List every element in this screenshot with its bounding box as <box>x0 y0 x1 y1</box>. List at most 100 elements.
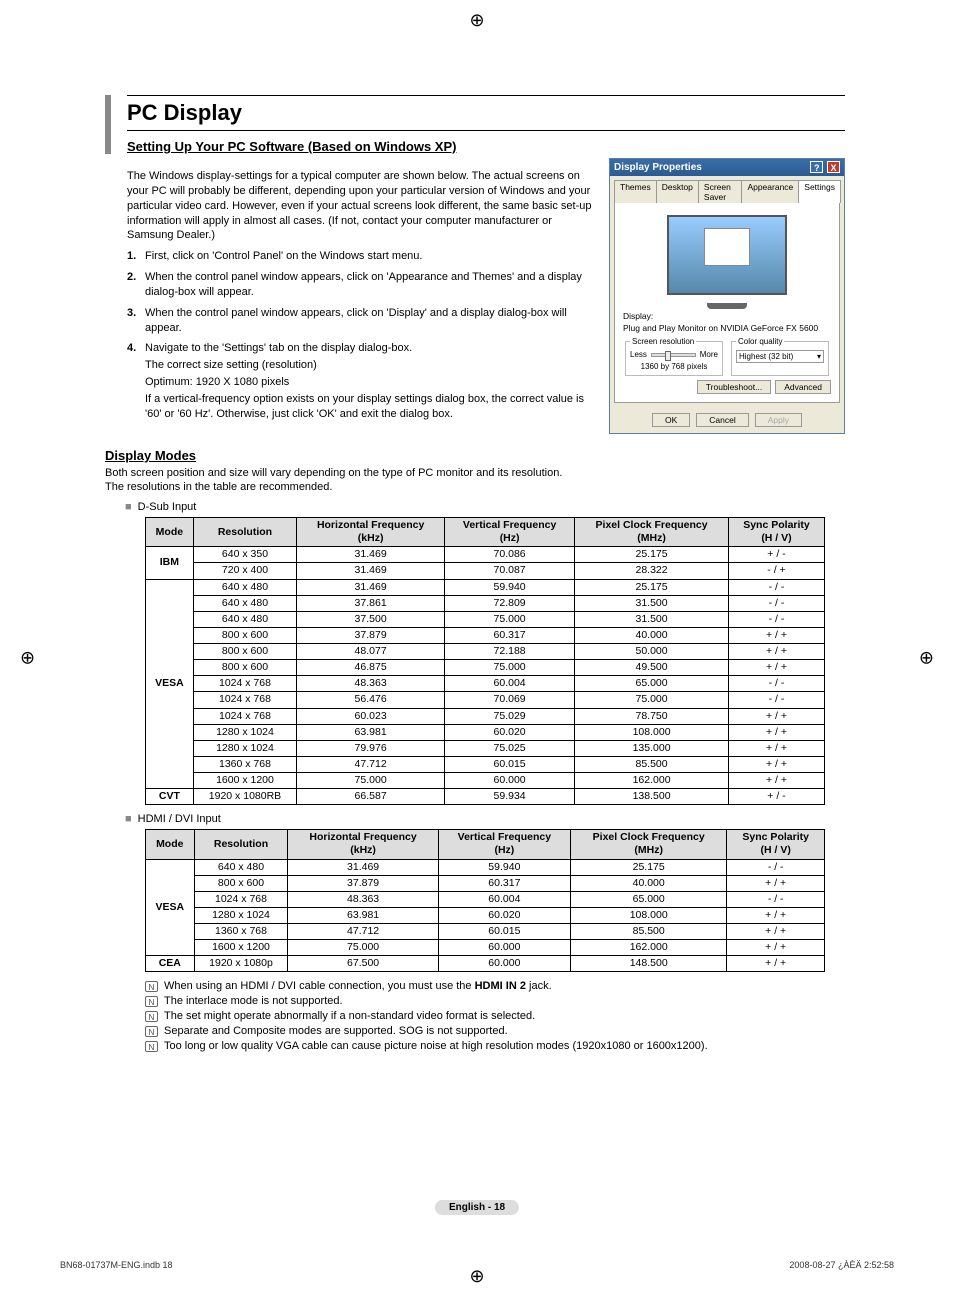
table-cell: 31.469 <box>297 579 445 595</box>
mode-cell: VESA <box>146 579 194 789</box>
table-row: 1600 x 120075.00060.000162.000+ / + <box>146 940 825 956</box>
table-cell: 67.500 <box>288 956 438 972</box>
table-cell: 60.020 <box>445 724 575 740</box>
apply-button[interactable]: Apply <box>755 413 802 427</box>
table-header: Resolution <box>193 518 296 547</box>
table-cell: 59.940 <box>438 859 570 875</box>
step-text: Navigate to the 'Settings' tab on the di… <box>145 341 593 421</box>
close-icon[interactable]: X <box>827 161 840 173</box>
dialog-tab[interactable]: Themes <box>614 180 657 203</box>
table-row: 1360 x 76847.71260.01585.500+ / + <box>146 924 825 940</box>
cancel-button[interactable]: Cancel <box>696 413 748 427</box>
step-item: 1.First, click on 'Control Panel' on the… <box>127 249 593 264</box>
table-row: 1024 x 76848.36360.00465.000- / - <box>146 891 825 907</box>
page-content: PC Display Setting Up Your PC Software (… <box>105 95 845 1055</box>
table-cell: 56.476 <box>297 692 445 708</box>
table-header: Vertical Frequency(Hz) <box>438 830 570 859</box>
table-cell: 75.000 <box>575 692 729 708</box>
table-row: CEA1920 x 1080p67.50060.000148.500+ / + <box>146 956 825 972</box>
steps-list: 1.First, click on 'Control Panel' on the… <box>127 249 593 421</box>
troubleshoot-button[interactable]: Troubleshoot... <box>697 380 771 394</box>
dialog-tab[interactable]: Settings <box>798 180 841 203</box>
step-subline: Optimum: 1920 X 1080 pixels <box>145 375 593 390</box>
note-line: NThe set might operate abnormally if a n… <box>145 1010 845 1022</box>
table-cell: 65.000 <box>571 891 727 907</box>
color-quality-dropdown[interactable]: Highest (32 bit) ▾ <box>736 350 824 363</box>
note-line: NSeparate and Composite modes are suppor… <box>145 1025 845 1037</box>
table-row: 1024 x 76856.47670.06975.000- / - <box>146 692 825 708</box>
step-text: First, click on 'Control Panel' on the W… <box>145 249 593 264</box>
table-cell: 1600 x 1200 <box>194 940 288 956</box>
advanced-button[interactable]: Advanced <box>775 380 831 394</box>
table-cell: 138.500 <box>575 789 729 805</box>
table-cell: 31.500 <box>575 595 729 611</box>
monitor-preview <box>667 215 787 295</box>
table-cell: 135.000 <box>575 740 729 756</box>
table-cell: 25.175 <box>571 859 727 875</box>
note-line: NToo long or low quality VGA cable can c… <box>145 1040 845 1052</box>
dialog-tab[interactable]: Appearance <box>741 180 799 203</box>
table-cell: 50.000 <box>575 644 729 660</box>
subsection-label: ■D-Sub Input <box>125 501 845 513</box>
registration-mark: ⊕ <box>20 647 35 668</box>
table-cell: 37.500 <box>297 611 445 627</box>
table-cell: 59.940 <box>445 579 575 595</box>
step-number: 4. <box>127 341 145 421</box>
table-cell: 60.004 <box>438 891 570 907</box>
table-cell: 46.875 <box>297 660 445 676</box>
table-cell: 40.000 <box>571 875 727 891</box>
resolution-slider[interactable] <box>651 353 696 357</box>
note-line: NWhen using an HDMI / DVI cable connecti… <box>145 980 845 992</box>
instruction-column: The Windows display-settings for a typic… <box>127 158 593 428</box>
dialog-tab[interactable]: Screen Saver <box>698 180 743 203</box>
display-value: Plug and Play Monitor on NVIDIA GeForce … <box>623 323 831 333</box>
table-row: 640 x 48037.86172.80931.500- / - <box>146 595 825 611</box>
step-number: 2. <box>127 270 145 300</box>
table-cell: 75.000 <box>288 940 438 956</box>
page-number: English - 18 <box>435 1200 519 1215</box>
table-row: 1024 x 76860.02375.02978.750+ / + <box>146 708 825 724</box>
table-cell: 48.077 <box>297 644 445 660</box>
table-cell: 640 x 480 <box>193 579 296 595</box>
titlebar-icons: ? X <box>809 161 840 174</box>
step-text: When the control panel window appears, c… <box>145 270 593 300</box>
table-cell: 48.363 <box>297 676 445 692</box>
table-cell: 40.000 <box>575 627 729 643</box>
ok-button[interactable]: OK <box>652 413 690 427</box>
table-row: VESA640 x 48031.46959.94025.175- / - <box>146 579 825 595</box>
table-row: 800 x 60037.87960.31740.000+ / + <box>146 627 825 643</box>
resolution-value: 1360 by 768 pixels <box>630 362 718 371</box>
table-cell: 640 x 350 <box>193 547 296 563</box>
table-cell: 31.469 <box>288 859 438 875</box>
table-cell: 162.000 <box>575 773 729 789</box>
hdmi-label: HDMI / DVI Input <box>138 813 221 825</box>
table-cell: 37.879 <box>288 875 438 891</box>
table-cell: 75.025 <box>445 740 575 756</box>
bullet-icon: ■ <box>125 501 132 513</box>
table-cell: + / + <box>728 644 824 660</box>
table-row: 1280 x 102479.97675.025135.000+ / + <box>146 740 825 756</box>
table-row: VESA640 x 48031.46959.94025.175- / - <box>146 859 825 875</box>
table-row: 800 x 60037.87960.31740.000+ / + <box>146 875 825 891</box>
section-paragraph: Both screen position and size will vary … <box>105 467 845 479</box>
table-header: Sync Polarity(H / V) <box>727 830 825 859</box>
table-cell: 85.500 <box>575 756 729 772</box>
table-cell: 60.004 <box>445 676 575 692</box>
dialog-tab[interactable]: Desktop <box>656 180 699 203</box>
table-row: IBM640 x 35031.46970.08625.175+ / - <box>146 547 825 563</box>
table-cell: 78.750 <box>575 708 729 724</box>
quality-legend: Color quality <box>736 337 784 346</box>
title-section: PC Display Setting Up Your PC Software (… <box>105 95 845 154</box>
help-icon[interactable]: ? <box>810 161 823 173</box>
table-cell: 31.469 <box>297 547 445 563</box>
table-cell: 1360 x 768 <box>194 924 288 940</box>
table-cell: 108.000 <box>571 907 727 923</box>
table-cell: 59.934 <box>445 789 575 805</box>
table-cell: + / + <box>727 924 825 940</box>
table-cell: 60.000 <box>438 956 570 972</box>
table-cell: 70.069 <box>445 692 575 708</box>
table-cell: + / + <box>727 875 825 891</box>
quality-fieldset: Color quality Highest (32 bit) ▾ <box>731 337 829 376</box>
table-cell: 1920 x 1080RB <box>193 789 296 805</box>
quality-value: Highest (32 bit) <box>739 352 793 361</box>
